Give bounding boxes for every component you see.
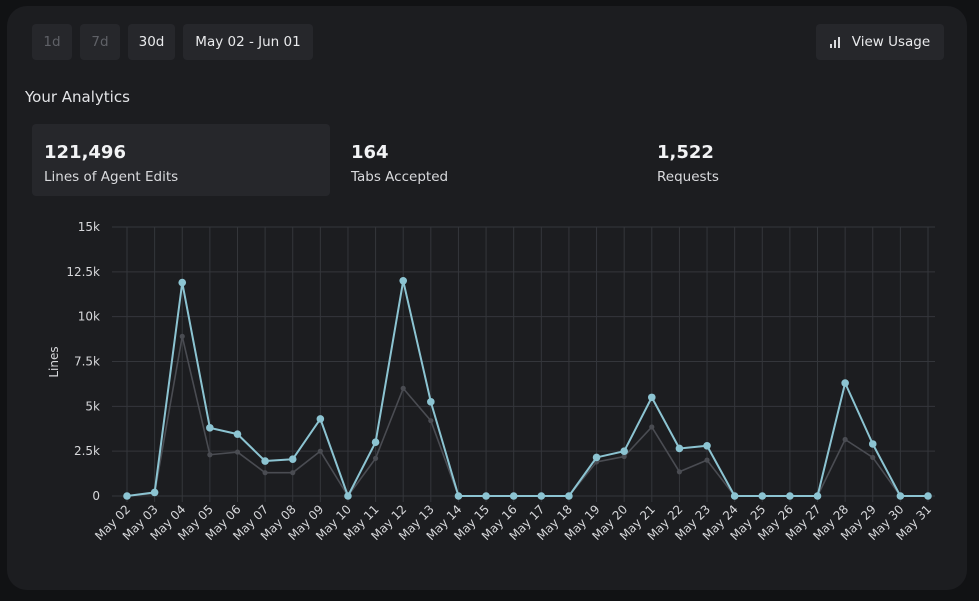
secondary-series-point: [262, 470, 268, 476]
primary-series-point: [703, 441, 711, 450]
secondary-series-point: [179, 333, 185, 339]
primary-series-point: [233, 430, 242, 438]
stat-card-agent-edits[interactable]: 121,496 Lines of Agent Edits: [32, 124, 330, 196]
stat-label: Requests: [657, 169, 719, 185]
y-tick-label: 7.5k: [74, 355, 100, 369]
primary-series-point: [896, 492, 905, 500]
secondary-series-point: [842, 436, 848, 443]
primary-series-point: [261, 457, 269, 465]
secondary-series-point: [317, 448, 323, 454]
secondary-series-point: [704, 457, 710, 463]
primary-series-point: [178, 278, 187, 287]
secondary-series-point: [234, 449, 241, 455]
primary-series-point: [482, 492, 490, 500]
stat-card-requests[interactable]: 1,522 Requests: [645, 124, 943, 196]
view-usage-label: View Usage: [851, 34, 931, 50]
primary-series-point: [150, 488, 159, 497]
primary-series-point: [758, 492, 767, 500]
stat-value: 121,496: [44, 142, 126, 163]
primary-series-point: [620, 447, 628, 455]
primary-series-point: [813, 492, 822, 500]
primary-series-point: [399, 277, 408, 285]
primary-series-point: [592, 453, 601, 462]
secondary-series-point: [676, 469, 683, 475]
primary-series-point: [316, 415, 325, 423]
y-tick-label: 0: [92, 489, 100, 503]
range-1d-button[interactable]: 1d: [32, 24, 72, 60]
primary-series-point: [123, 492, 131, 500]
date-range-picker[interactable]: May 02 - Jun 01: [183, 24, 313, 60]
y-tick-label: 5k: [85, 399, 100, 413]
y-tick-label: 15k: [78, 220, 100, 234]
secondary-series-point: [400, 385, 406, 391]
view-usage-button[interactable]: View Usage: [816, 24, 944, 60]
y-tick-label: 2.5k: [74, 444, 100, 458]
secondary-series-point: [428, 418, 434, 424]
y-tick-label: 10k: [78, 310, 100, 324]
primary-series-line: [126, 279, 928, 497]
secondary-series-point: [649, 424, 655, 430]
secondary-series-point: [207, 452, 213, 458]
primary-series-point: [786, 492, 794, 500]
primary-series-point: [427, 398, 435, 406]
stat-label: Tabs Accepted: [351, 169, 449, 185]
primary-series-point: [647, 393, 656, 402]
primary-series-point: [537, 492, 546, 500]
secondary-series-point: [621, 453, 627, 460]
stat-value: 1,522: [657, 142, 714, 163]
primary-series-point: [206, 424, 214, 432]
secondary-series-line: [126, 335, 928, 497]
primary-series-point: [344, 492, 352, 500]
primary-series-point: [509, 492, 518, 500]
y-axis-label: Lines: [47, 346, 61, 377]
y-tick-label: 12.5k: [66, 265, 100, 279]
range-7d-button[interactable]: 7d: [80, 24, 120, 60]
section-title: Your Analytics: [25, 88, 130, 106]
primary-series-point: [841, 379, 849, 387]
primary-series-point: [868, 440, 877, 448]
primary-series-point: [288, 455, 297, 464]
primary-series-point: [454, 492, 463, 500]
primary-series-point: [924, 492, 932, 500]
bar-chart-icon: [829, 36, 842, 48]
primary-series-point: [675, 444, 684, 453]
secondary-series-point: [372, 455, 379, 461]
primary-series-point: [371, 438, 380, 447]
stat-card-tabs-accepted[interactable]: 164 Tabs Accepted: [339, 124, 637, 196]
secondary-series-point: [870, 454, 876, 461]
primary-series-point: [730, 492, 739, 500]
secondary-series-point: [290, 470, 296, 476]
stat-label: Lines of Agent Edits: [44, 169, 179, 185]
primary-series-point: [565, 492, 573, 500]
range-30d-button[interactable]: 30d: [128, 24, 175, 60]
stat-value: 164: [351, 142, 389, 163]
